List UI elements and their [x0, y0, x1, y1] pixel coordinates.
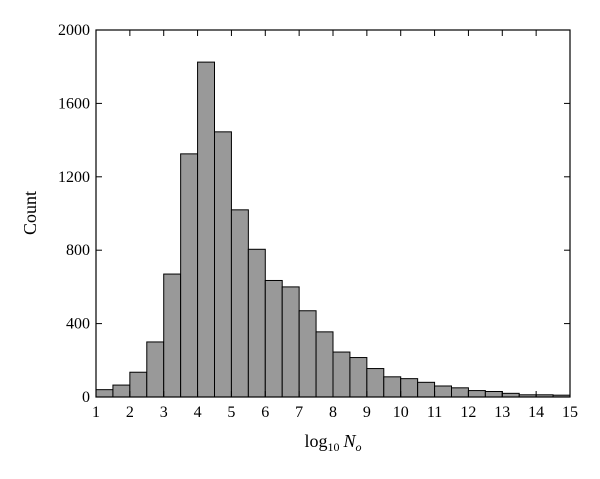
bars-group: [95, 61, 571, 398]
histogram-bar: [146, 341, 165, 398]
y-axis-ticks: 0 400 800 1200 1600 2000: [58, 22, 570, 406]
x-axis-label: log10 No: [304, 431, 361, 454]
histogram-bar: [281, 286, 300, 398]
x-tick-label: 6: [261, 404, 269, 421]
histogram-bar: [230, 209, 249, 398]
x-tick-label: 12: [460, 404, 476, 421]
histogram-bar: [451, 387, 469, 398]
histogram-bar: [129, 371, 148, 398]
x-tick-label: 11: [427, 404, 442, 421]
y-tick-label: 0: [82, 389, 90, 406]
x-tick-label: 2: [126, 404, 134, 421]
histogram-bar: [163, 273, 182, 398]
y-tick-label: 800: [66, 242, 90, 259]
histogram-bar: [366, 368, 385, 398]
histogram-bar: [214, 131, 232, 398]
x-axis-ticks: 1 2 3 4 5 6 7 8 9 10 11 12 13 14 15: [92, 30, 578, 421]
histogram-bar: [400, 378, 419, 398]
histogram-bar: [247, 248, 266, 398]
histogram-bar: [417, 381, 436, 398]
x-tick-label: 5: [227, 404, 235, 421]
x-tick-label: 10: [393, 404, 409, 421]
histogram-bar: [315, 331, 334, 398]
histogram-bar: [95, 389, 114, 398]
y-tick-label: 2000: [58, 22, 90, 39]
y-axis-label: Count: [20, 191, 40, 235]
histogram-bar: [180, 153, 199, 398]
histogram-bar: [264, 279, 283, 398]
x-tick-label: 14: [528, 404, 544, 421]
histogram-bar: [383, 376, 402, 398]
y-tick-label: 1600: [58, 95, 90, 112]
histogram-bar: [112, 384, 131, 398]
x-tick-label: 15: [562, 404, 578, 421]
histogram-bar: [298, 310, 317, 398]
y-tick-label: 400: [66, 316, 90, 333]
x-tick-label: 13: [494, 404, 510, 421]
histogram-bar: [434, 385, 453, 398]
x-tick-label: 4: [194, 404, 202, 421]
x-tick-label: 7: [295, 404, 303, 421]
x-tick-label: 1: [92, 404, 100, 421]
x-tick-label: 9: [363, 404, 371, 421]
histogram-bar: [197, 61, 215, 398]
x-axis-label-base: 10: [328, 440, 340, 454]
x-tick-label: 8: [329, 404, 337, 421]
histogram-bar: [484, 390, 503, 398]
x-axis-label-var: N: [343, 431, 357, 451]
histogram-bar: [332, 351, 351, 398]
x-tick-label: 3: [160, 404, 168, 421]
x-axis-label-log: log: [304, 431, 327, 451]
histogram-bar: [467, 390, 486, 398]
y-tick-label: 1200: [58, 169, 90, 186]
histogram-bar: [349, 357, 368, 398]
x-axis-label-var-sub: o: [356, 440, 362, 454]
